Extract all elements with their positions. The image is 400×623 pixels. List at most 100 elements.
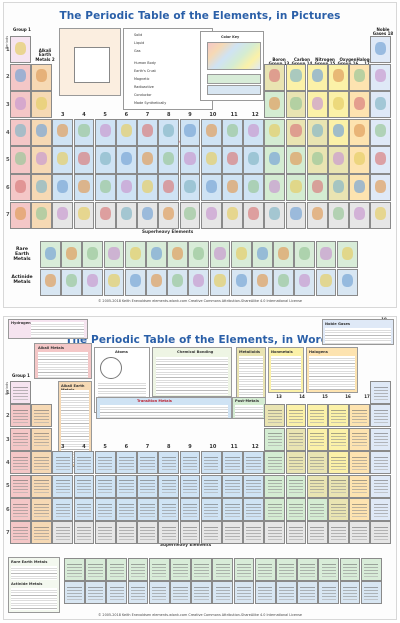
pictures-element-cell [285, 118, 307, 146]
element-description-text [173, 587, 188, 588]
group-number-label: 8 [167, 444, 171, 451]
element-description-text [373, 503, 388, 505]
noble-gases-heading: Noble Gases [325, 322, 351, 326]
words-element-cell [328, 427, 349, 451]
element-picture [311, 151, 323, 166]
period-number-label: 4 [6, 129, 10, 136]
pictures-actinide-cell [230, 268, 252, 296]
words-element-cell [370, 404, 392, 428]
element-picture [320, 246, 332, 260]
words-element-cell [137, 498, 158, 521]
words-element-cell [222, 521, 243, 545]
element-picture [99, 207, 111, 221]
element-picture [290, 69, 302, 83]
element-picture [332, 124, 345, 138]
period-number-label: 1 [6, 389, 10, 396]
pictures-actinide-cell [315, 268, 337, 296]
element-picture [108, 274, 120, 288]
element-picture [269, 179, 281, 193]
key-human-body: Human Body [134, 61, 156, 65]
words-element-cell [52, 498, 74, 521]
group-number-label: 3 [61, 444, 65, 451]
element-description-text [152, 563, 167, 565]
element-description-text [352, 456, 367, 458]
element-picture [226, 179, 239, 193]
period-number-label: 5 [6, 157, 10, 164]
words-element-cell [10, 498, 31, 521]
words-element-cell [137, 451, 158, 475]
element-picture [141, 207, 154, 221]
group-number-label: 9 [188, 444, 192, 451]
words-element-cell [200, 521, 222, 545]
words-element-cell [52, 474, 74, 498]
words-actinide-cell [276, 581, 297, 605]
element-description-text [13, 480, 28, 482]
element-picture [141, 124, 154, 138]
element-description-text [34, 456, 49, 458]
words-element-cell [306, 427, 328, 451]
words-element-cell [370, 451, 392, 475]
pictures-element-cell [264, 91, 286, 119]
element-picture [14, 124, 27, 138]
element-picture [87, 274, 99, 288]
words-element-cell [116, 451, 137, 475]
pictures-element-cell [116, 146, 137, 174]
words-element-cell [370, 427, 392, 451]
pictures-element-cell [370, 63, 392, 91]
element-picture [120, 207, 133, 221]
pictures-element-cell [158, 174, 180, 202]
element-description-text [13, 456, 28, 458]
pictures-element-cell [31, 201, 52, 229]
element-description-text [182, 480, 198, 482]
pictures-element-cell [264, 174, 286, 202]
element-picture [353, 96, 366, 110]
element-picture [290, 179, 302, 193]
element-description-text [34, 503, 49, 505]
element-picture [171, 274, 184, 288]
nonmetals-text [271, 356, 301, 390]
element-description-text [310, 503, 325, 505]
element-picture [214, 274, 226, 288]
words-element-cell [328, 521, 349, 545]
words-actinide-cell [64, 581, 85, 605]
color-key-box: Color Key [200, 31, 264, 101]
words-element-cell [264, 404, 286, 428]
element-picture [78, 151, 90, 166]
period-number-label: 5 [6, 483, 10, 490]
pictures-actinide-cell [103, 268, 125, 296]
group-1-label: Group 1 [13, 27, 31, 32]
element-description-text [279, 563, 294, 565]
element-description-text [331, 433, 346, 435]
element-description-text [225, 503, 240, 505]
period-number-label: 2 [6, 413, 10, 420]
pictures-element-cell [179, 146, 201, 174]
element-picture [35, 151, 48, 166]
transition-metals-text [100, 405, 228, 418]
words-element-cell [31, 521, 52, 545]
element-description-text [34, 480, 49, 482]
pictures-element-cell [222, 146, 243, 174]
pictures-element-cell [370, 91, 392, 119]
element-picture [57, 179, 69, 193]
group-2-label: Alkali Earth Metals 2 [35, 48, 55, 62]
element-description-text [352, 433, 367, 435]
pictures-element-cell [285, 146, 307, 174]
element-description-text [215, 587, 230, 588]
element-picture [163, 207, 175, 221]
words-credit: © 2005-2018 Keith Enevoldsen elements.wl… [97, 613, 303, 617]
element-description-text [140, 527, 155, 528]
element-description-text [140, 503, 155, 505]
hydrogen-heading: Hydrogen [11, 321, 31, 325]
element-description-text [246, 527, 261, 528]
alkali-text [38, 352, 88, 378]
element-picture [141, 151, 154, 166]
element-picture [150, 246, 163, 260]
pictures-actinide-cell [146, 268, 167, 296]
words-actinide-heading: Actinide Metals [11, 582, 43, 586]
words-element-cell [94, 521, 116, 545]
group-number-label: 10 [209, 444, 217, 451]
element-description-text [300, 587, 315, 588]
pictures-element-cell [349, 91, 370, 119]
atoms-heading: Atoms [115, 350, 128, 354]
pictures-element-cell [370, 118, 392, 146]
